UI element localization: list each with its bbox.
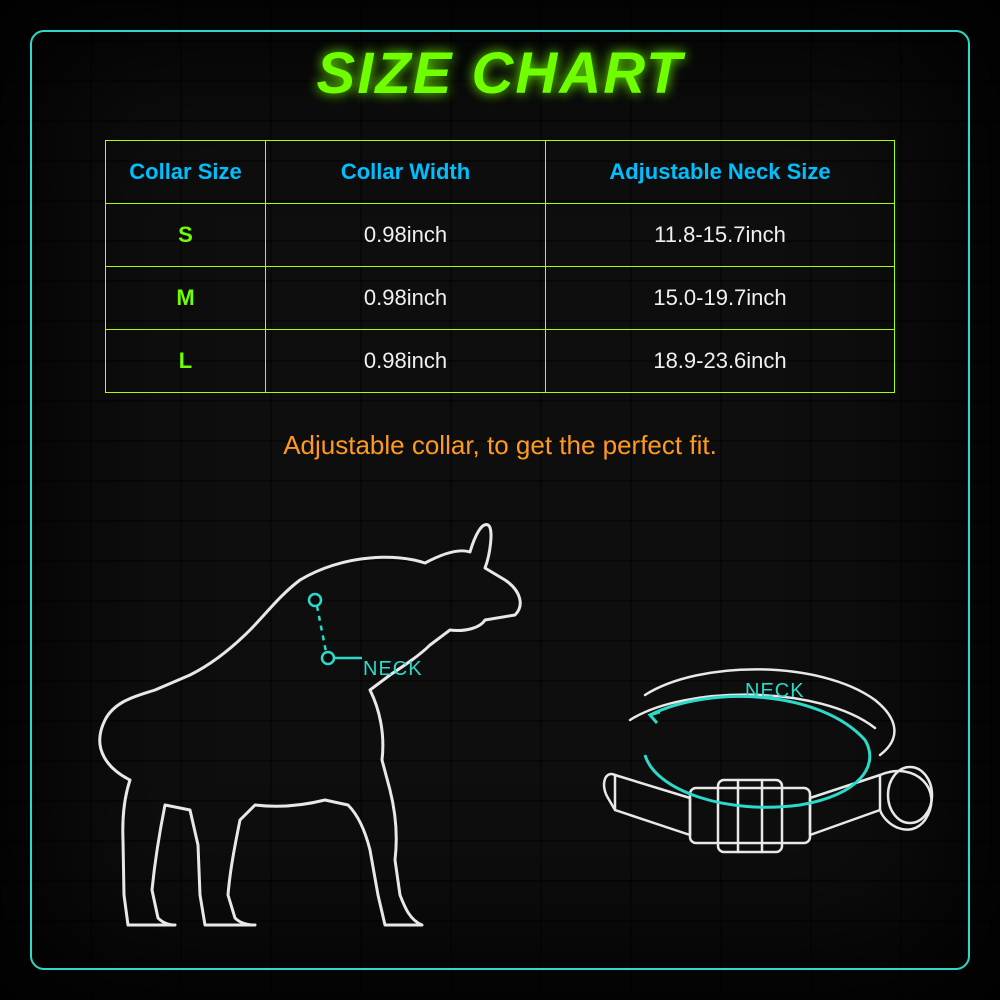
table-header-row: Collar Size Collar Width Adjustable Neck… (106, 141, 895, 204)
size-table-wrap: Collar Size Collar Width Adjustable Neck… (105, 140, 895, 393)
table-row: M 0.98inch 15.0-19.7inch (106, 267, 895, 330)
cell-width: 0.98inch (266, 267, 546, 330)
table-row: S 0.98inch 11.8-15.7inch (106, 204, 895, 267)
dog-outline-icon (70, 500, 550, 950)
subtitle-text: Adjustable collar, to get the perfect fi… (0, 430, 1000, 461)
size-table: Collar Size Collar Width Adjustable Neck… (105, 140, 895, 393)
cell-size: M (106, 267, 266, 330)
col-size: Collar Size (106, 141, 266, 204)
neck-label-collar: NECK (745, 680, 805, 703)
cell-size: S (106, 204, 266, 267)
cell-width: 0.98inch (266, 330, 546, 393)
cell-size: L (106, 330, 266, 393)
col-width: Collar Width (266, 141, 546, 204)
neck-label-dog: NECK (363, 658, 423, 681)
cell-neck: 15.0-19.7inch (546, 267, 895, 330)
col-neck: Adjustable Neck Size (546, 141, 895, 204)
cell-neck: 11.8-15.7inch (546, 204, 895, 267)
page-title: SIZE CHART (0, 40, 1000, 107)
cell-neck: 18.9-23.6inch (546, 330, 895, 393)
table-row: L 0.98inch 18.9-23.6inch (106, 330, 895, 393)
cell-width: 0.98inch (266, 204, 546, 267)
